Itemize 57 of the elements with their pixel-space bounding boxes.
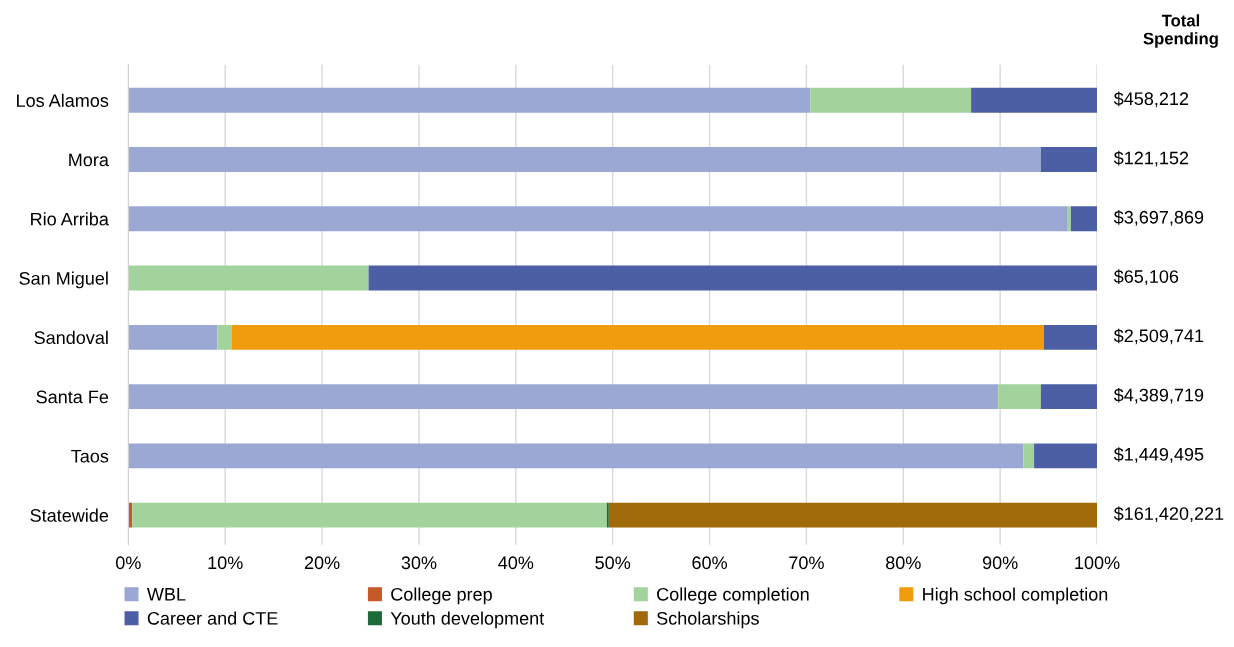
x-tick-label: 50%	[595, 556, 631, 570]
y-tick-label: Taos	[71, 449, 109, 463]
x-tick-label: 40%	[498, 556, 534, 570]
text: Total Spending	[1143, 14, 1218, 48]
bar	[1043, 324, 1098, 350]
x-tick-label: 100%	[1075, 556, 1120, 570]
legend-label: College completion	[657, 587, 809, 605]
bar	[810, 87, 972, 113]
bar	[1070, 206, 1098, 232]
legend-label: Career and CTE	[147, 611, 278, 625]
x-tick-label: 60%	[692, 556, 727, 570]
x-tick-label: 80%	[886, 556, 921, 570]
text: $1,449,495	[1113, 447, 1204, 463]
bar	[1023, 443, 1035, 469]
legend-label: College prep	[391, 587, 492, 605]
bar	[1067, 206, 1071, 232]
text: $121,152	[1113, 150, 1189, 167]
bar	[1040, 384, 1098, 410]
bar	[128, 384, 999, 410]
bar	[1040, 147, 1098, 172]
bar	[128, 265, 369, 291]
y-tick-label: Mora	[69, 153, 109, 167]
bar	[128, 147, 1041, 172]
x-tick-label: 30%	[401, 556, 437, 570]
y-tick-label: Rio Arriba	[31, 212, 109, 226]
bar	[132, 502, 607, 528]
x-tick-label: 90%	[982, 556, 1018, 570]
bar	[128, 87, 811, 113]
bar	[128, 206, 1067, 232]
y-tick-label: Statewide	[30, 508, 109, 522]
text: $458,212	[1113, 91, 1189, 108]
bar	[128, 443, 1024, 469]
bar	[608, 502, 1098, 528]
bar	[971, 87, 1098, 113]
text: $65,106	[1113, 269, 1179, 286]
y-tick-label: Santa Fe	[36, 390, 109, 404]
legend-label: WBL	[146, 588, 186, 601]
text: $3,697,869	[1113, 210, 1204, 226]
bar	[368, 265, 1098, 291]
x-tick-label: 70%	[789, 556, 824, 570]
y-tick-label: Los Alamos	[17, 93, 109, 107]
bar	[1034, 443, 1098, 469]
text: $161,420,221	[1113, 506, 1224, 523]
y-tick-label: Sandoval	[34, 330, 108, 345]
x-tick-label: 20%	[304, 556, 340, 570]
legend-label: Youth development	[390, 611, 545, 629]
legend-label: High school completion	[923, 587, 1108, 605]
text: $2,509,741	[1113, 328, 1204, 345]
bar	[231, 324, 1044, 350]
text: $4,389,719	[1113, 387, 1204, 404]
bar	[998, 384, 1041, 410]
y-tick-label: San Miguel	[19, 271, 108, 289]
bar	[128, 324, 218, 350]
x-tick-label: 0%	[115, 556, 141, 570]
x-tick-label: 10%	[208, 556, 243, 570]
bar	[217, 324, 232, 350]
legend-label: Scholarships	[656, 611, 759, 629]
